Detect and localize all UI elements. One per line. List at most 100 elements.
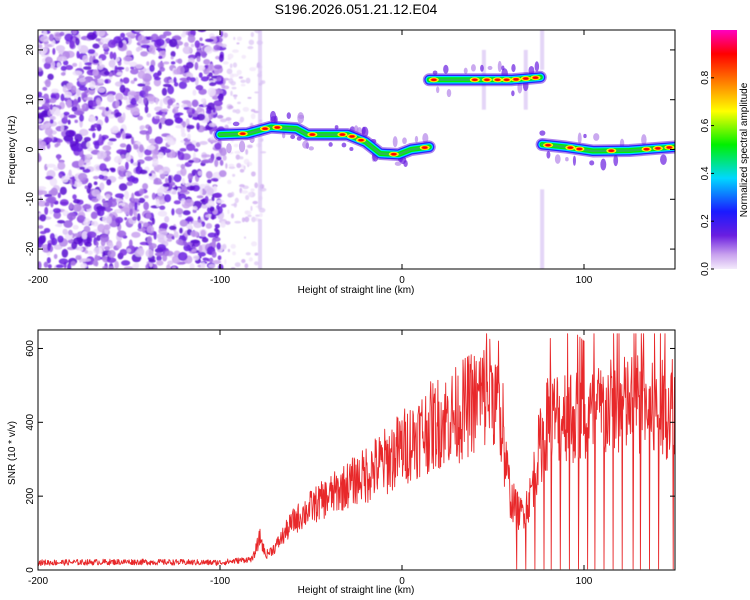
noise-blob xyxy=(93,247,103,255)
noise-blob xyxy=(253,110,260,114)
noise-blob xyxy=(244,263,249,269)
noise-blob xyxy=(201,237,209,243)
noise-blob xyxy=(144,156,153,161)
noise-blob xyxy=(166,238,173,242)
noise-blob xyxy=(92,59,99,64)
noise-blob xyxy=(190,43,195,48)
noise-blob xyxy=(207,87,217,97)
noise-blob xyxy=(240,79,246,84)
noise-blob xyxy=(216,242,221,250)
noise-blob xyxy=(57,235,64,243)
noise-blob xyxy=(210,177,219,182)
noise-blob xyxy=(209,82,217,87)
noise-blob xyxy=(199,187,203,196)
noise-blob xyxy=(204,38,214,43)
noise-blob xyxy=(205,170,213,179)
noise-blob xyxy=(38,106,44,111)
noise-blob xyxy=(69,202,73,210)
noise-blob xyxy=(166,264,171,269)
noise-blob xyxy=(157,187,164,197)
noise-blob xyxy=(227,121,232,125)
noise-blob xyxy=(148,242,157,249)
noise-blob xyxy=(57,56,68,62)
colorbar-tick-label: 0.6 xyxy=(700,118,711,132)
noise-blob xyxy=(91,197,99,203)
track-fringe xyxy=(534,61,540,72)
noise-blob xyxy=(230,90,233,96)
noise-blob xyxy=(70,85,77,94)
noise-blob xyxy=(108,138,117,142)
noise-blob xyxy=(154,76,161,81)
noise-blob xyxy=(162,253,168,262)
track-hotspot xyxy=(666,146,672,149)
noise-blob xyxy=(208,257,214,263)
noise-blob xyxy=(106,178,112,186)
noise-blob xyxy=(50,94,57,99)
noise-blob xyxy=(167,98,174,106)
noise-blob xyxy=(110,126,120,134)
noise-blob xyxy=(126,50,133,57)
noise-blob xyxy=(143,222,149,228)
noise-blob xyxy=(173,231,179,238)
noise-blob xyxy=(67,119,71,125)
noise-blob xyxy=(164,177,169,184)
noise-blob xyxy=(204,195,209,204)
noise-blob xyxy=(180,167,187,177)
noise-blob xyxy=(120,32,126,38)
noise-blob xyxy=(121,260,131,266)
noise-blob xyxy=(156,255,162,262)
noise-blob xyxy=(222,61,229,65)
noise-blob xyxy=(60,72,66,76)
noise-blob xyxy=(66,99,72,109)
noise-blob xyxy=(232,109,237,113)
noise-blob xyxy=(219,30,224,38)
track-fringe xyxy=(565,157,569,162)
spectrogram-xtick-label: 0 xyxy=(399,275,405,286)
noise-blob xyxy=(243,165,246,171)
track-hotspot xyxy=(532,76,539,79)
noise-blob xyxy=(135,47,141,52)
noise-blob xyxy=(102,266,108,269)
noise-blob xyxy=(100,239,106,247)
noise-blob xyxy=(159,205,166,210)
noise-blob xyxy=(83,66,92,70)
noise-blob xyxy=(79,166,85,170)
noise-blob xyxy=(116,240,122,249)
colorbar: 0.0 0.2 0.4 0.6 0.8 Normalized spectral ampl… xyxy=(700,30,750,276)
noise-blob xyxy=(106,114,116,119)
snr-xlabel: Height of straight line (km) xyxy=(298,585,415,596)
track-hotspot xyxy=(484,78,490,81)
noise-blob xyxy=(200,159,211,164)
noise-blob xyxy=(205,109,212,115)
noise-blob xyxy=(38,118,42,123)
noise-blob xyxy=(52,47,56,55)
noise-blob xyxy=(236,36,243,42)
noise-blob xyxy=(241,217,245,223)
noise-blob xyxy=(192,206,198,211)
noise-blob xyxy=(99,58,103,66)
noise-blob xyxy=(118,40,124,49)
noise-blob xyxy=(164,118,174,126)
noise-blob xyxy=(50,187,58,197)
noise-blob xyxy=(125,135,132,139)
noise-blob xyxy=(131,231,141,238)
track-hotspot xyxy=(274,126,280,129)
noise-blob xyxy=(196,195,204,199)
noise-blob xyxy=(124,190,129,200)
noise-blob xyxy=(244,210,252,215)
noise-blob xyxy=(190,239,200,244)
noise-blob xyxy=(182,46,193,55)
noise-blob xyxy=(208,122,217,127)
noise-blob xyxy=(120,154,126,160)
track-fringe xyxy=(572,155,576,166)
noise-blob xyxy=(145,87,149,96)
noise-blob xyxy=(86,231,97,238)
track-hotspot xyxy=(358,138,364,142)
noise-blob xyxy=(232,62,238,68)
noise-blob xyxy=(130,68,139,75)
noise-streak xyxy=(258,219,263,269)
noise-blob xyxy=(65,64,74,71)
track-fringe xyxy=(298,114,305,119)
noise-blob xyxy=(38,97,46,105)
noise-blob xyxy=(151,217,155,225)
